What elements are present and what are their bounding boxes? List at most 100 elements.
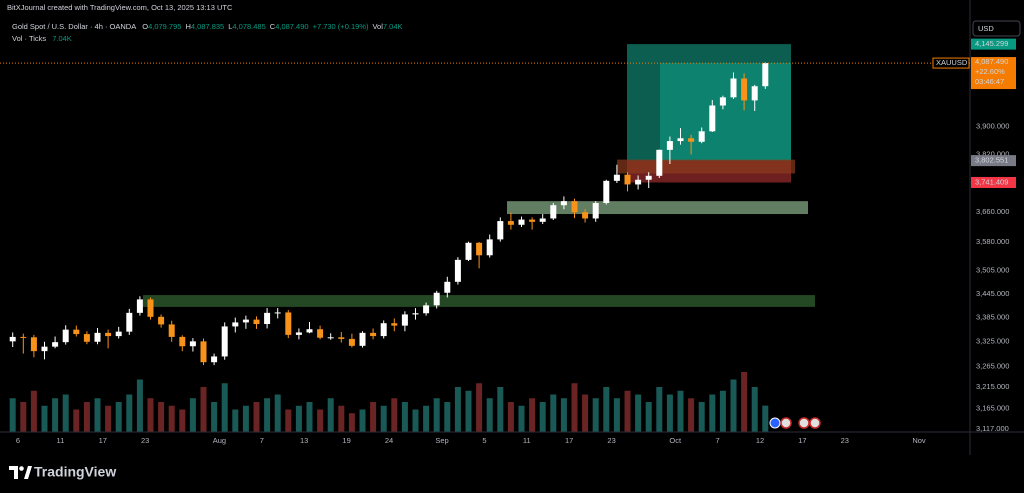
x-tick-label: 17 bbox=[99, 436, 107, 445]
candle-body bbox=[274, 312, 281, 314]
legend-line: Gold Spot / U.S. Dollar · 4h · OANDA O4,0… bbox=[12, 22, 403, 31]
vol-value: 7.04K bbox=[383, 22, 403, 31]
indicator-line: Vol · Ticks 7.04K bbox=[12, 34, 72, 43]
volume-bar bbox=[582, 394, 589, 432]
credit: BitXJournal created with TradingView.com… bbox=[7, 3, 233, 12]
candle-body bbox=[158, 316, 165, 325]
volume-bar bbox=[285, 409, 292, 432]
volume-bar bbox=[338, 405, 345, 432]
indicator: Vol · Ticks bbox=[12, 34, 46, 43]
volume-bar bbox=[306, 402, 313, 432]
candle-body bbox=[136, 299, 143, 313]
y-tick-label: 3,325.000 bbox=[976, 337, 1009, 346]
quote-key: L bbox=[228, 22, 232, 31]
x-tick-label: 11 bbox=[57, 436, 65, 445]
volume-bar bbox=[645, 402, 652, 432]
volume-bar bbox=[83, 402, 90, 432]
candle-body bbox=[9, 336, 16, 342]
x-tick-label: 17 bbox=[565, 436, 573, 445]
y-tick-label: 3,165.000 bbox=[976, 403, 1009, 412]
candle-body bbox=[423, 305, 430, 314]
volume-bar bbox=[497, 387, 504, 432]
event-icon[interactable] bbox=[809, 417, 821, 429]
x-tick-label: 6 bbox=[16, 436, 20, 445]
event-icon[interactable] bbox=[769, 417, 781, 429]
y-tick-label: 3,117.000 bbox=[976, 424, 1009, 433]
volume-bar bbox=[253, 402, 260, 432]
currency-box[interactable] bbox=[972, 20, 1021, 37]
x-tick-label: 13 bbox=[300, 436, 308, 445]
volume-bar bbox=[317, 409, 324, 432]
candle-body bbox=[529, 219, 536, 222]
x-tick-label: 11 bbox=[523, 436, 531, 445]
x-tick-label: 23 bbox=[141, 436, 149, 445]
y-tick-label: 3,505.000 bbox=[976, 266, 1009, 275]
volume-bar bbox=[518, 405, 525, 432]
candle-body bbox=[624, 174, 631, 185]
candle-body bbox=[730, 78, 737, 98]
volume-bar bbox=[41, 405, 48, 432]
volume-bar bbox=[741, 372, 748, 432]
candle-body bbox=[41, 346, 48, 352]
candle-body bbox=[83, 334, 90, 342]
y-tick-label: 3,580.000 bbox=[976, 237, 1009, 246]
candle-body bbox=[603, 180, 610, 203]
volume-bar bbox=[136, 379, 143, 432]
candle-body bbox=[73, 329, 80, 335]
volume-bar bbox=[126, 394, 133, 432]
zone bbox=[507, 201, 808, 215]
candle-body bbox=[105, 332, 112, 337]
candle-body bbox=[317, 329, 324, 338]
volume-bar bbox=[62, 394, 69, 432]
volume-bar bbox=[571, 383, 578, 432]
candle-body bbox=[115, 331, 122, 337]
x-tick-label: Aug bbox=[213, 436, 226, 445]
quote-value: 4,087.490 bbox=[275, 22, 308, 31]
event-icon[interactable] bbox=[798, 417, 810, 429]
candle-body bbox=[741, 78, 748, 101]
x-tick-label: 23 bbox=[841, 436, 849, 445]
profit-zone-active bbox=[660, 63, 791, 161]
candle-body bbox=[751, 86, 758, 101]
x-tick-label: 7 bbox=[716, 436, 720, 445]
volume-bar bbox=[9, 398, 16, 432]
y-tick-label: 3,215.000 bbox=[976, 382, 1009, 391]
volume-bar bbox=[603, 387, 610, 432]
y-tick-label: 3,265.000 bbox=[976, 361, 1009, 370]
candle-body bbox=[221, 326, 228, 357]
x-tick-label: 7 bbox=[260, 436, 264, 445]
currency[interactable]: USD bbox=[978, 24, 994, 33]
volume-bar bbox=[529, 398, 536, 432]
y-tick-label: 3,900.000 bbox=[976, 121, 1009, 130]
event-icon[interactable] bbox=[780, 417, 792, 429]
logo-mark bbox=[9, 466, 18, 479]
volume-bar bbox=[592, 398, 599, 432]
volume-bar bbox=[105, 405, 112, 432]
logo-mark bbox=[19, 466, 24, 471]
volume-bar bbox=[550, 394, 557, 432]
symbol-label: XAUUSD bbox=[936, 58, 968, 67]
zone bbox=[143, 295, 815, 307]
candle-body bbox=[242, 319, 249, 323]
x-tick-label: 24 bbox=[385, 436, 393, 445]
current-change-label: +22.60% bbox=[975, 67, 1005, 76]
volume-bar bbox=[762, 405, 769, 432]
volume-bar bbox=[698, 402, 705, 432]
price-tag-label: 3,802.551 bbox=[975, 156, 1008, 165]
candle-body bbox=[571, 201, 578, 213]
quote-change: +7.730 (+0.19%) bbox=[313, 22, 369, 31]
candle-body bbox=[126, 312, 133, 332]
candle-body bbox=[518, 219, 525, 225]
candle-body bbox=[688, 138, 695, 142]
candle-body bbox=[656, 149, 663, 176]
current-price-tag bbox=[971, 57, 1016, 90]
candle-body bbox=[560, 201, 567, 206]
x-tick-label: Sep bbox=[435, 436, 448, 445]
volume-bar bbox=[200, 387, 207, 432]
candle-body bbox=[295, 332, 302, 335]
candle-body bbox=[200, 341, 207, 363]
volume-bar bbox=[168, 405, 175, 432]
volume-bar bbox=[359, 409, 366, 432]
x-tick-label: 17 bbox=[798, 436, 806, 445]
candle-body bbox=[94, 332, 101, 342]
